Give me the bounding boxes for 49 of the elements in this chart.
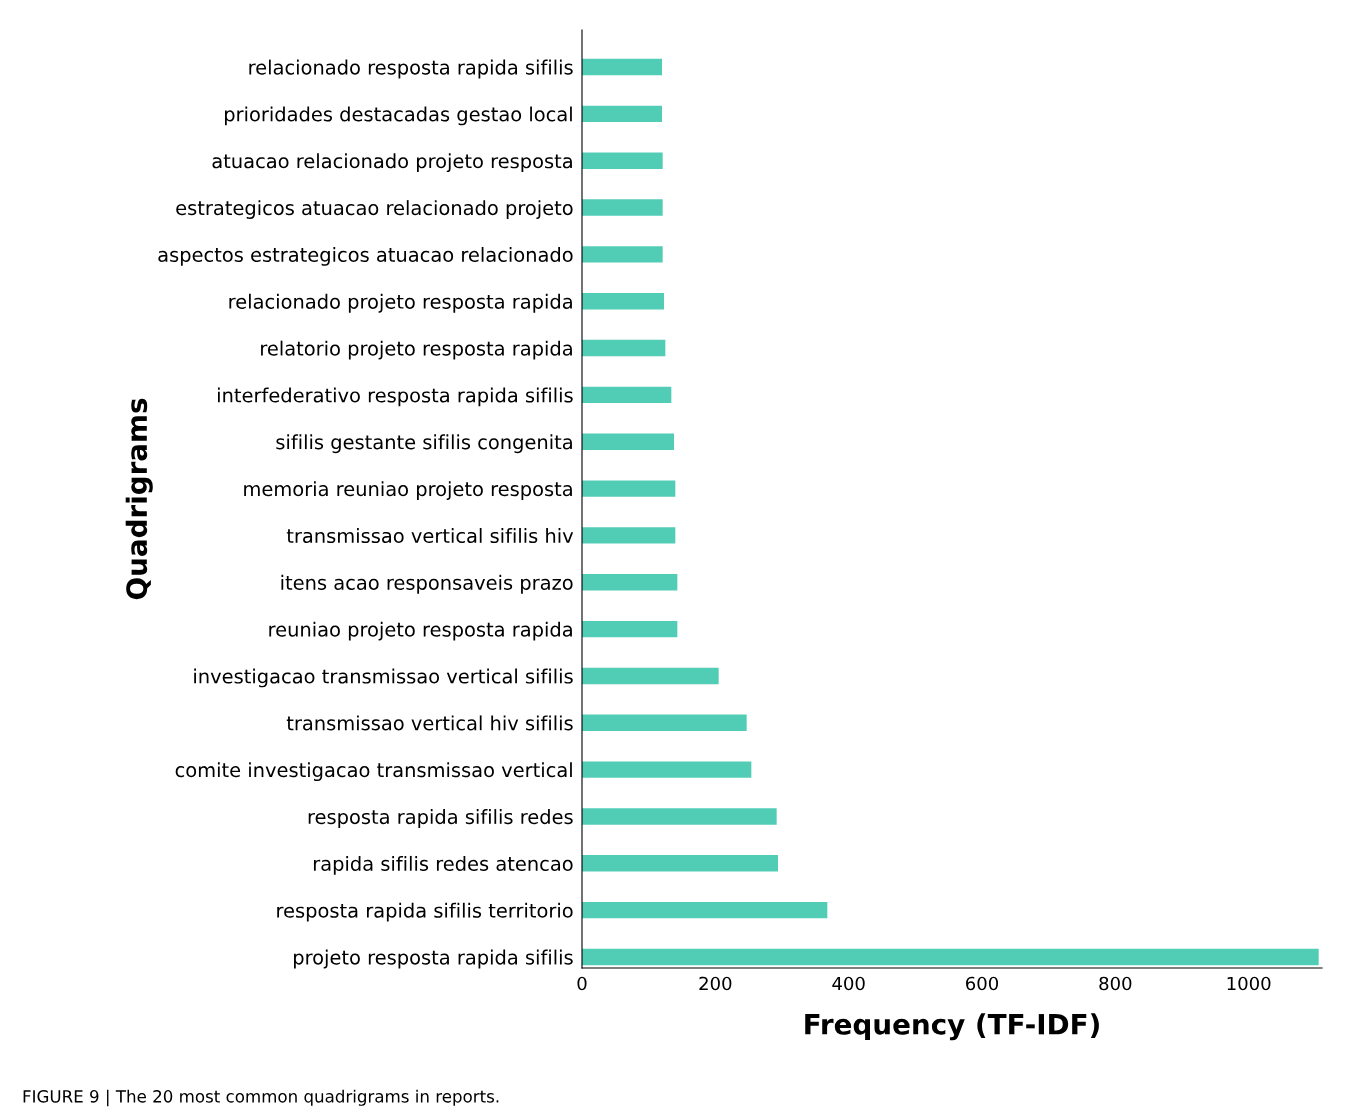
bar [582,386,672,404]
y-axis-title: Quadrigrams [125,398,153,600]
x-tick-label: 400 [832,976,865,991]
bar [582,480,676,497]
bar [582,105,662,123]
y-tick-label: estrategicos atuacao relacionado projeto [176,200,573,219]
y-tick-label: transmissao vertical hiv sifilis [286,715,573,731]
bar [582,433,674,450]
bar [582,246,663,263]
bar [582,199,663,216]
x-tick-label: 1000 [1227,976,1271,991]
bar [582,855,778,872]
bar [582,58,662,76]
y-tick-label: reuniao projeto resposta rapida [269,621,572,641]
bar [582,667,719,685]
y-tick-label: itens acao responsaveis prazo [281,574,573,594]
bar [582,714,747,731]
caption: FIGURE 9 | The 20 most common quadrigrams in reports. [23,1089,499,1107]
bar [582,339,666,357]
y-tick-label: transmissao vertical sifilis hiv [286,528,574,544]
bar [582,527,676,544]
x-tick-label: 0 [577,976,587,991]
x-tick-label: 600 [966,976,999,991]
bar [582,808,777,825]
bar [582,948,1319,966]
x-tick-label: 800 [1099,976,1132,991]
y-tick-label: aspectos estrategicos atuacao relacionado [158,246,573,266]
x-axis-title: Frequency (TF-IDF) [805,1013,1099,1041]
y-tick-label: atuacao relacionado projeto resposta [212,153,572,173]
y-tick-label: resposta rapida sifilis redes [308,809,573,828]
x-tick-label: 200 [699,976,732,991]
bar [582,901,828,919]
bar [582,574,678,591]
y-tick-label: interfederativo resposta rapida sifilis [218,387,573,407]
y-tick-label: rapida sifilis redes atencao [313,855,573,875]
y-tick-label: sifilis gestante sifilis congenita [276,434,572,454]
bar [582,152,663,169]
y-tick-label: prioridades destacadas gestao local [225,106,572,126]
y-tick-label: relacionado projeto resposta rapida [229,293,572,313]
y-tick-label: resposta rapida sifilis territorio [277,902,573,922]
bar [582,620,678,638]
y-tick-label: investigacao transmissao vertical sifilis [194,668,573,688]
y-tick-label: memoria reuniao projeto resposta [244,481,572,501]
y-tick-label: projeto resposta rapida sifilis [294,949,573,969]
y-tick-label: comite investigacao transmissao vertical [175,762,572,782]
y-tick-label: relacionado resposta rapida sifilis [249,59,573,79]
bar [582,761,752,778]
bar [582,293,664,310]
y-tick-label: relatorio projeto resposta rapida [261,340,572,360]
